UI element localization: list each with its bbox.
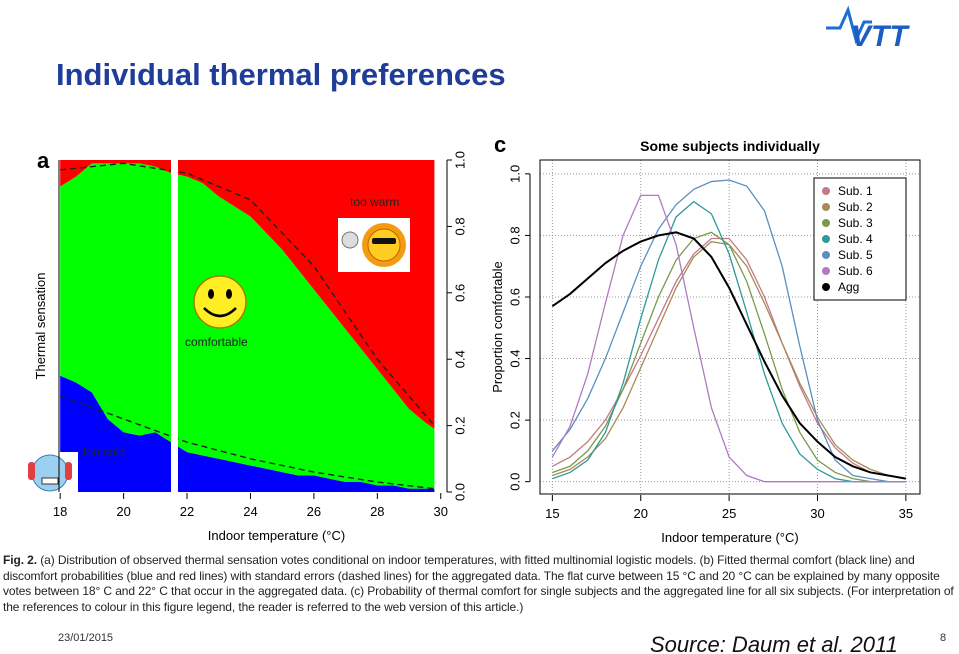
- area-annotation: too cold: [83, 445, 125, 459]
- series-line: [552, 237, 906, 480]
- x-tick-label: 30: [810, 506, 824, 521]
- page-number: 8: [940, 632, 946, 644]
- legend-swatch: [822, 235, 830, 243]
- y-tick-label: 0.6: [507, 288, 522, 306]
- smiley-face: [193, 275, 247, 329]
- earmuff: [28, 462, 35, 480]
- legend-label: Sub. 6: [838, 264, 873, 278]
- area-band: [60, 163, 435, 489]
- x-tick-label: 20: [116, 504, 130, 519]
- x-tick-label: 18: [53, 504, 67, 519]
- y-tick-label: 0.6: [452, 284, 467, 302]
- x-axis-label: Indoor temperature (°C): [661, 530, 798, 545]
- chart-title: Some subjects individually: [640, 138, 820, 154]
- x-tick-label: 30: [434, 504, 448, 519]
- x-tick-label: 15: [545, 506, 559, 521]
- plot-frame: [539, 159, 921, 495]
- warm-icon: [338, 218, 410, 272]
- y-tick-label: 0.8: [507, 226, 522, 244]
- smiley-eye: [208, 289, 214, 299]
- caption-label: Fig. 2.: [3, 553, 37, 567]
- logo-text: VTT: [851, 20, 910, 53]
- legend-label: Sub. 4: [838, 232, 873, 246]
- comfort-icon: [193, 275, 247, 329]
- legend-swatch: [822, 267, 830, 275]
- fan: [341, 231, 359, 249]
- y-tick-label: 0.0: [452, 483, 467, 501]
- series-line: [551, 194, 906, 483]
- legend-label: Agg: [838, 280, 859, 294]
- legend-swatch: [822, 251, 830, 259]
- slide-title: Individual thermal preferences: [56, 57, 506, 92]
- y-tick-label: 0.0: [507, 473, 522, 491]
- footer-date: 23/01/2015: [58, 632, 113, 644]
- x-axis-label: Indoor temperature (°C): [208, 528, 345, 543]
- area-annotation: comfortable: [185, 335, 248, 349]
- cold-icon: [24, 452, 78, 494]
- plot-layer: [540, 160, 920, 494]
- plot-layer: [59, 160, 435, 492]
- data-gap: [171, 158, 178, 495]
- caption: Fig. 2. (a) Distribution of observed the…: [3, 553, 957, 615]
- smiley-eye: [226, 289, 232, 299]
- x-tick-label: 24: [243, 504, 257, 519]
- legend-label: Sub. 2: [838, 200, 873, 214]
- y-tick-label: 1.0: [507, 165, 522, 183]
- y-tick-label: 0.2: [507, 411, 522, 429]
- logo: VTT: [826, 5, 910, 53]
- y-tick-label: 0.8: [452, 217, 467, 235]
- y-tick-label: 0.4: [452, 350, 467, 368]
- sun-face: [367, 228, 401, 262]
- x-tick-label: 35: [899, 506, 913, 521]
- legend-swatch: [822, 203, 830, 211]
- x-tick-label: 28: [370, 504, 384, 519]
- series-line: [552, 231, 906, 483]
- y-tick-label: 0.4: [507, 350, 522, 368]
- panel-label: c: [494, 132, 506, 157]
- fit-line: [60, 162, 435, 427]
- x-tick-label: 25: [722, 506, 736, 521]
- series-line: [551, 231, 907, 480]
- series-line: [551, 179, 906, 483]
- y-tick-label: 0.2: [452, 417, 467, 435]
- logo-wave: [826, 5, 872, 45]
- legend-swatch: [822, 187, 830, 195]
- x-tick-label: 20: [634, 506, 648, 521]
- fit-line: [59, 395, 435, 490]
- y-axis-label: Thermal sensation: [33, 273, 48, 380]
- smiley-mouth: [203, 307, 237, 318]
- series-line: [552, 200, 906, 483]
- area-band: [60, 375, 435, 492]
- legend-label: Sub. 5: [838, 248, 873, 262]
- y-axis-label: Proportion comfortable: [490, 261, 505, 393]
- area-annotation: too warm: [350, 195, 399, 209]
- teeth: [41, 477, 59, 485]
- legend-swatch: [822, 219, 830, 227]
- legend-swatch: [822, 283, 830, 291]
- panel-label: a: [37, 148, 50, 173]
- legend-label: Sub. 1: [838, 184, 873, 198]
- x-tick-label: 22: [180, 504, 194, 519]
- sunglasses: [372, 238, 396, 244]
- y-tick-label: 1.0: [452, 151, 467, 169]
- source: Source: Daum et al. 2011: [650, 632, 898, 654]
- cold-face: [31, 454, 69, 492]
- x-tick-label: 26: [307, 504, 321, 519]
- caption-text: (a) Distribution of observed thermal sen…: [3, 553, 954, 614]
- earmuff: [65, 462, 72, 480]
- legend-label: Sub. 3: [838, 216, 873, 230]
